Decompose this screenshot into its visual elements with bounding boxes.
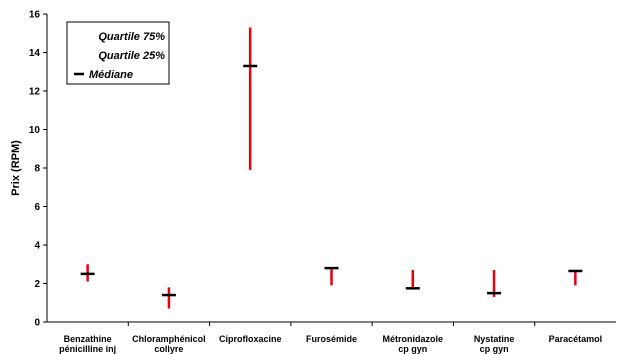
x-category-label: Furosémide	[306, 334, 357, 344]
x-category-label: Nystatine	[474, 334, 515, 344]
legend-q75: Quartile 75%	[98, 31, 165, 43]
axes: 0 2 4 6 8 10 12 14 16	[29, 10, 616, 329]
y-tick-label: 2	[34, 279, 40, 290]
x-category-label: collyre	[154, 344, 183, 354]
y-tick-label: 16	[29, 10, 41, 21]
chart-marks	[80, 27, 583, 309]
legend-q25: Quartile 25%	[98, 50, 165, 62]
x-category-label: Paracétamol	[549, 334, 603, 344]
y-tick-label: 6	[34, 202, 40, 213]
x-category-label: pénicilline inj	[59, 344, 116, 354]
x-category-label: cp gyn	[398, 344, 427, 354]
y-axis-title: Prix (RPM)	[10, 140, 22, 196]
y-tick-label: 8	[34, 164, 40, 175]
y-tick-label: 10	[29, 125, 41, 136]
legend: Quartile 75% Quartile 25% Médiane	[66, 21, 170, 85]
legend-median: Médiane	[89, 69, 133, 81]
x-category-label: cp gyn	[480, 344, 509, 354]
y-tick-label: 0	[34, 318, 40, 329]
y-tick-label: 12	[29, 87, 41, 98]
x-category-label: Benzathine	[64, 334, 112, 344]
x-category-label: Chloramphénicol	[132, 334, 206, 344]
y-tick-label: 4	[34, 241, 40, 252]
x-category-label: Ciprofloxacine	[219, 334, 282, 344]
x-category-label: Métronidazole	[383, 334, 444, 344]
y-tick-label: 14	[29, 48, 41, 59]
